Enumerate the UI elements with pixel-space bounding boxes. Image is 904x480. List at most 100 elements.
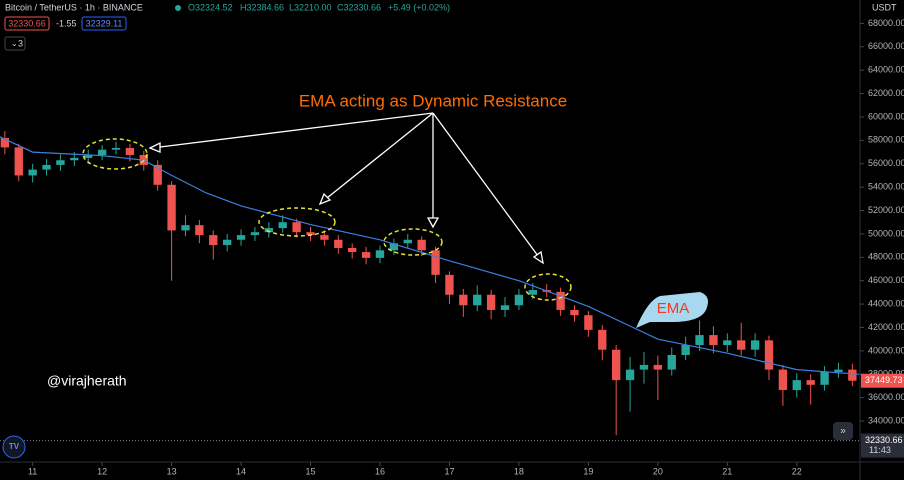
candle-body [459, 294, 468, 306]
candle-body [375, 250, 385, 258]
candle-body [806, 380, 815, 385]
ema-line [0, 136, 860, 375]
x-tick-label: 18 [514, 466, 524, 476]
candle-body [97, 149, 107, 155]
candle-body [445, 274, 454, 295]
y-tick-label: 34000.00 [868, 415, 904, 425]
y-tick-label: 52000.00 [868, 205, 904, 215]
candle-body [431, 250, 440, 275]
candle-body [528, 290, 537, 295]
candle-body [70, 157, 79, 161]
candle-body [570, 309, 579, 316]
candle-body [584, 315, 593, 330]
arrows [148, 112, 544, 265]
candle-body [625, 369, 635, 381]
y-unit: USDT [872, 2, 897, 12]
indicator-chevron: ⌄ [11, 39, 18, 48]
x-tick-label: 22 [792, 466, 802, 476]
ohlc-change: +5.49 (+0.02%) [388, 2, 450, 12]
y-tick-label: 54000.00 [868, 182, 904, 192]
candle-body [42, 164, 51, 170]
candle-body [84, 154, 93, 158]
candle-body [473, 294, 482, 306]
candle-body [320, 235, 329, 240]
candle-body [848, 369, 857, 381]
candle-body [709, 335, 718, 346]
candle-body [764, 340, 774, 370]
current-price-box [861, 433, 904, 458]
indicator-toggle[interactable] [4, 36, 26, 51]
spread: -1.55 [56, 18, 77, 28]
y-tick-label: 40000.00 [868, 345, 904, 355]
x-tick-label: 11 [28, 466, 37, 476]
candle-body [820, 371, 829, 385]
candle-body [56, 160, 65, 165]
candle-body [222, 239, 232, 246]
candle-body [750, 340, 760, 350]
annotation: EMA acting as Dynamic Resistance [299, 91, 567, 110]
current-time-label: 11:43 [869, 445, 891, 455]
x-tick-label: 13 [167, 466, 177, 476]
ema-callout-text: EMA [657, 300, 690, 317]
candle-body [0, 138, 10, 148]
candle-body [500, 305, 510, 310]
x-tick-label: 16 [375, 466, 385, 476]
bid-price: 32330.66 [8, 18, 46, 28]
candle-body [792, 380, 801, 391]
candle-body [195, 225, 204, 236]
y-tick-label: 64000.00 [868, 65, 904, 75]
scroll-button[interactable] [833, 422, 853, 440]
logo[interactable] [2, 435, 26, 459]
candle-body [778, 369, 788, 391]
candle-body [556, 291, 565, 310]
y-tick-label: 46000.00 [868, 275, 904, 285]
candle-body [361, 252, 371, 258]
candle-body [292, 222, 301, 233]
candle-body [250, 232, 260, 236]
bid-box[interactable] [4, 16, 50, 31]
current-price-label: 32330.66 [865, 435, 903, 445]
y-tick-label: 38000.00 [868, 369, 904, 379]
last-price-box [861, 373, 904, 388]
y-tick-label: 48000.00 [868, 252, 904, 262]
candle-body [28, 169, 37, 176]
y-tick-label: 60000.00 [868, 111, 904, 121]
candle-body [681, 345, 690, 355]
candle-body [834, 369, 843, 372]
candle-body [14, 147, 23, 176]
x-tick-label: 15 [306, 466, 316, 476]
plot-area [0, 130, 860, 442]
x-tick-label: 17 [444, 466, 454, 476]
x-tick-label: 21 [722, 466, 732, 476]
candle-body [695, 335, 704, 346]
symbol-title: Bitcoin / TetherUS · 1h · BINANCE [5, 2, 143, 12]
candle-body [125, 147, 135, 155]
ohlc-high: H32384.66 [240, 2, 284, 12]
candle-body [278, 222, 287, 229]
ohlc-open: O32324.52 [188, 2, 233, 12]
logo-mark: TV [9, 442, 20, 451]
candle-body [417, 239, 426, 251]
x-tick-label: 20 [653, 466, 663, 476]
ask-box[interactable] [81, 16, 127, 31]
candle-body [209, 235, 218, 246]
y-tick-label: 56000.00 [868, 158, 904, 168]
y-tick-label: 50000.00 [868, 228, 904, 238]
y-tick-label: 42000.00 [868, 322, 904, 332]
candle-body [486, 294, 496, 310]
candle-body [723, 340, 732, 346]
ohlc-low: L32210.00 [289, 2, 332, 12]
candle-body [348, 247, 357, 253]
candle-body [737, 340, 746, 350]
candle-body [334, 239, 343, 248]
status-dot [175, 5, 181, 11]
candle-body [181, 225, 190, 231]
candle-body [403, 239, 412, 244]
candle-body [667, 354, 676, 370]
candle-body [653, 364, 663, 370]
ema-callout [636, 292, 708, 328]
y-tick-label: 44000.00 [868, 298, 904, 308]
y-tick-label: 68000.00 [868, 18, 904, 28]
y-tick-label: 36000.00 [868, 392, 904, 402]
